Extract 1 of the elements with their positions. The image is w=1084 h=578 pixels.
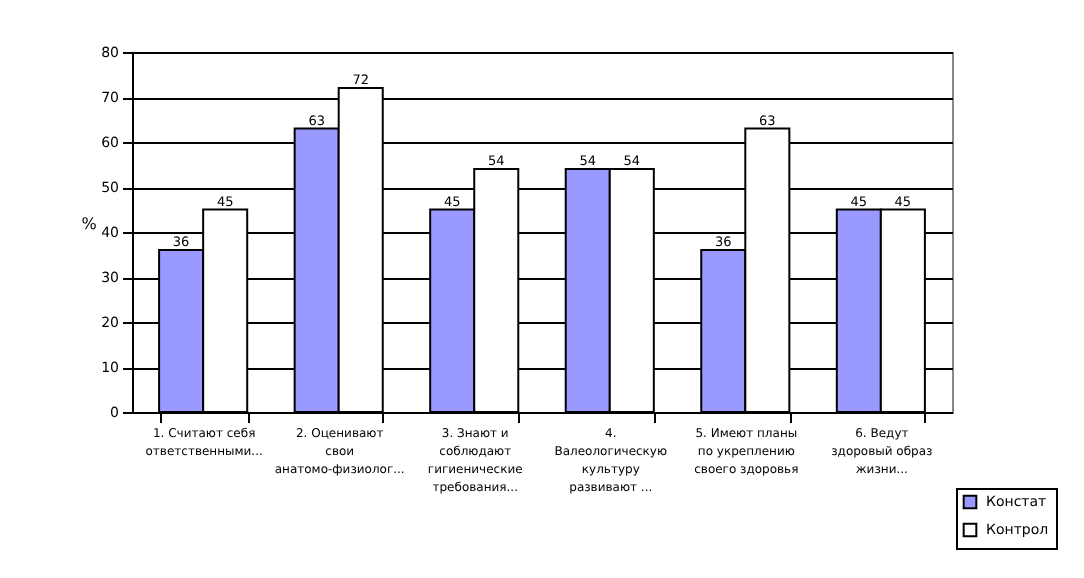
y-axis-title: % (81, 215, 98, 233)
